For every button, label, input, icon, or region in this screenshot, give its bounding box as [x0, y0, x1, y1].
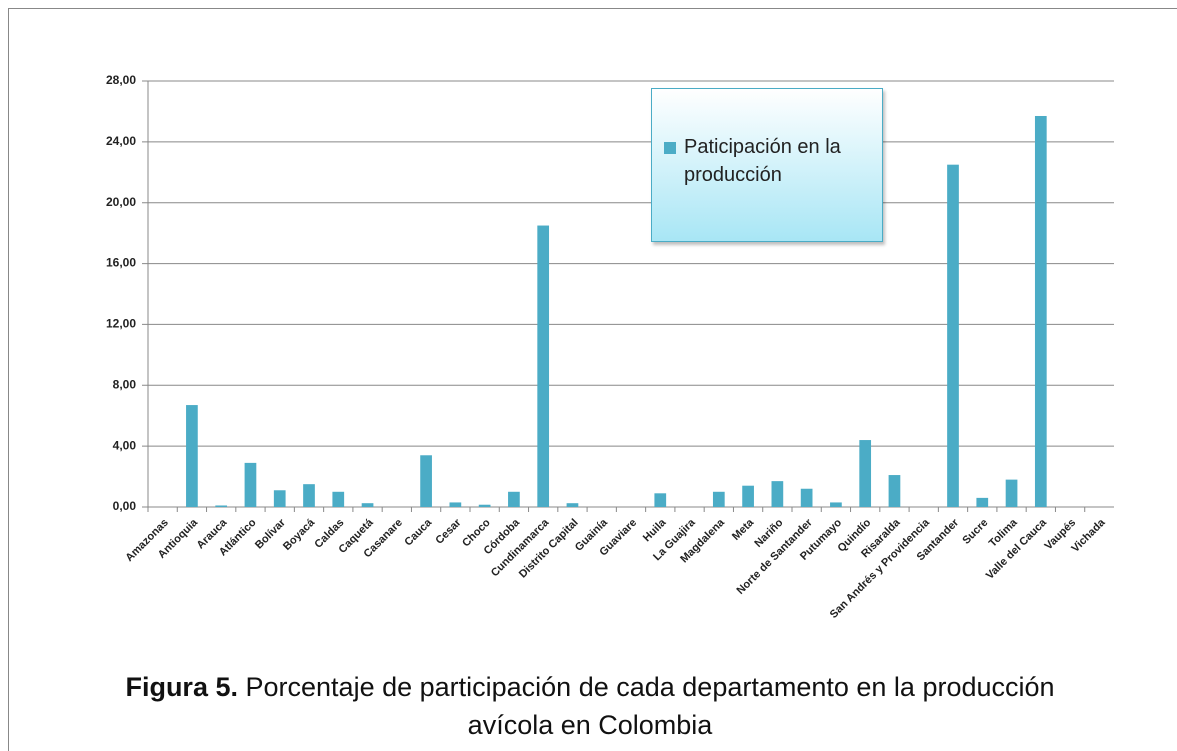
bar [888, 475, 901, 507]
bar [1034, 115, 1047, 507]
bar [186, 405, 198, 507]
bar [712, 491, 725, 507]
bar [478, 504, 491, 507]
bar [361, 503, 374, 507]
bar [537, 225, 550, 508]
bar [742, 485, 754, 507]
bar [244, 462, 257, 507]
caption: Figura 5. Porcentaje de participación de… [100, 668, 1080, 744]
y-tick-label: 28,00 [106, 73, 136, 87]
y-tick-label: 0,00 [113, 499, 137, 513]
bar [566, 503, 579, 507]
x-tick-label: Meta [730, 516, 757, 543]
bar [215, 505, 228, 507]
frame [8, 8, 1177, 751]
y-tick-label: 20,00 [106, 195, 136, 209]
bar [947, 164, 959, 507]
bar [830, 502, 842, 507]
bar [859, 440, 872, 507]
bar [800, 488, 813, 507]
bar [449, 502, 462, 507]
x-tick-label: Cesar [433, 516, 464, 547]
y-tick-label: 24,00 [106, 134, 136, 148]
bar [654, 493, 667, 507]
bar [771, 481, 784, 507]
y-tick-label: 4,00 [113, 438, 137, 452]
bar [303, 484, 315, 507]
bar [508, 491, 520, 507]
x-tick-label: Sucre [960, 517, 990, 547]
x-tick-label: Boyacá [281, 516, 318, 553]
y-tick-label: 8,00 [113, 377, 137, 391]
bar [273, 490, 286, 507]
bar [420, 455, 432, 507]
bar [976, 497, 989, 507]
y-tick-label: 16,00 [106, 256, 136, 270]
bar [332, 491, 345, 507]
x-tick-label: Cauca [402, 516, 434, 548]
legend: Paticipación en la producción [651, 88, 883, 242]
x-tick-label: Vichada [1069, 516, 1108, 555]
caption-label: Figura 5. [125, 672, 238, 702]
legend-label: Paticipación en la producción [684, 136, 841, 186]
bar [1005, 479, 1018, 507]
y-tick-label: 12,00 [106, 317, 136, 331]
caption-text: Porcentaje de participación de cada depa… [245, 672, 1055, 740]
legend-swatch [664, 142, 676, 154]
